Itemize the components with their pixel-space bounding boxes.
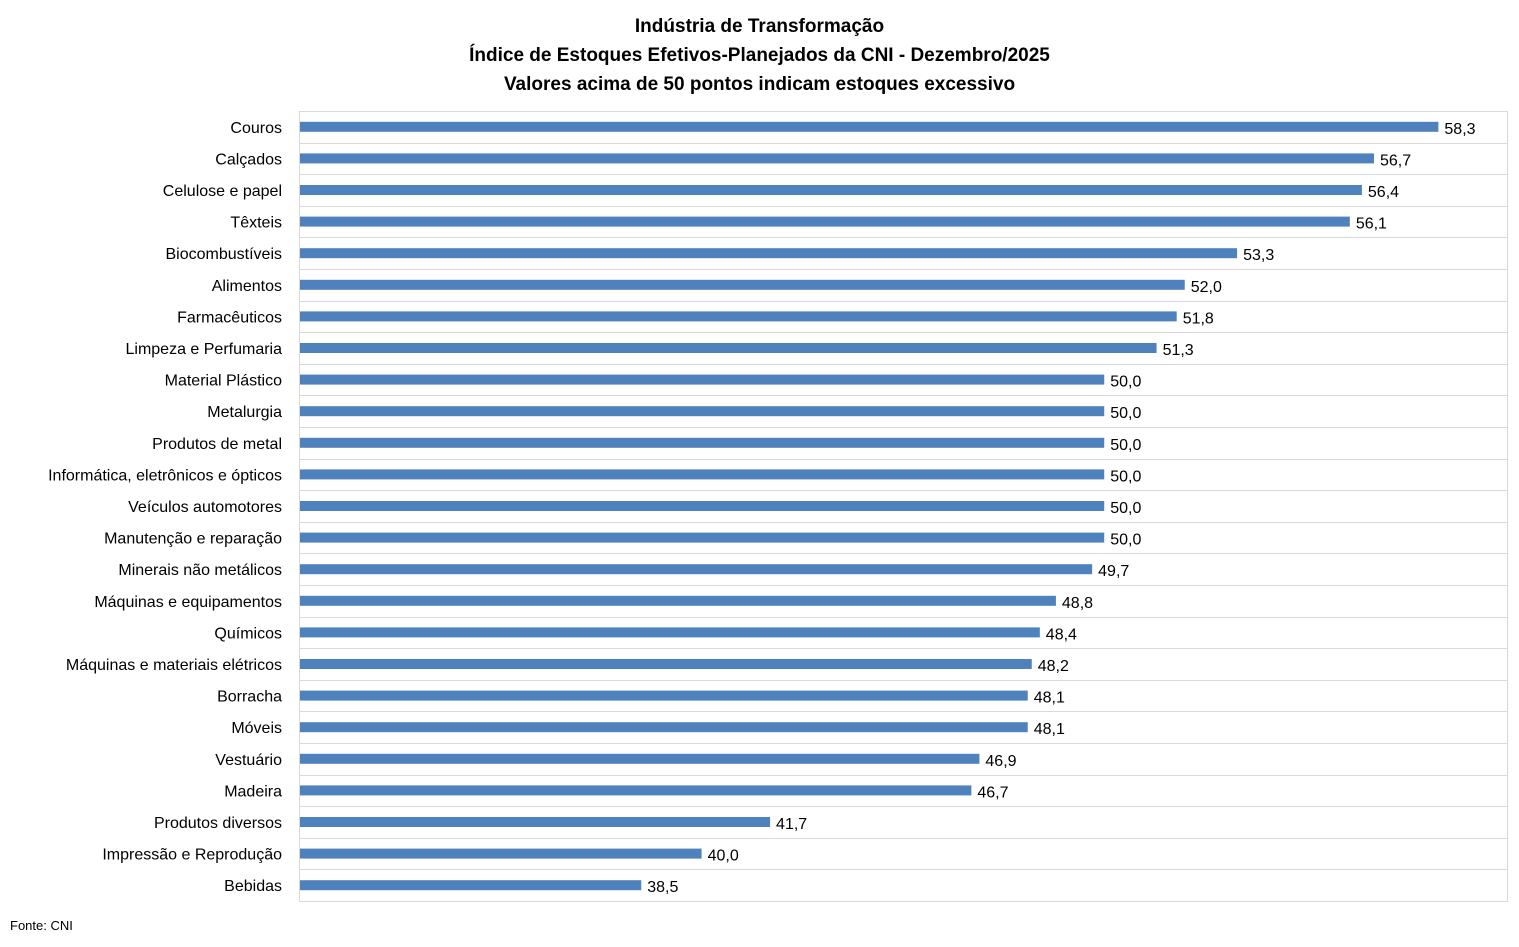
chart-title-line-3: Valores acima de 50 pontos indicam estoq… — [503, 74, 1016, 95]
category-label: Manutenção e reparação — [104, 531, 282, 548]
bar — [300, 343, 1157, 353]
category-label: Limpeza e Perfumaria — [125, 341, 282, 358]
category-label: Alimentos — [212, 278, 282, 295]
data-label: 48,1 — [1034, 721, 1065, 738]
data-label: 46,7 — [977, 784, 1008, 801]
bar — [300, 501, 1105, 511]
bar — [300, 279, 1185, 290]
bar — [300, 690, 1028, 701]
bar — [300, 153, 1374, 164]
data-label: 56,7 — [1380, 152, 1411, 169]
category-label: Madeira — [224, 783, 282, 800]
bar — [300, 374, 1105, 385]
category-label: Calçados — [215, 151, 282, 168]
category-label: Minerais não metálicos — [118, 562, 282, 579]
data-label: 51,3 — [1163, 342, 1194, 359]
data-label: 50,0 — [1110, 532, 1141, 549]
data-label: 56,4 — [1368, 184, 1399, 201]
category-label: Borracha — [217, 689, 282, 706]
category-label: Metalurgia — [207, 404, 282, 421]
data-label: 50,0 — [1110, 437, 1141, 454]
data-label: 56,1 — [1356, 216, 1387, 233]
data-label: 41,7 — [776, 816, 807, 833]
bar — [300, 848, 702, 859]
bar — [300, 248, 1238, 259]
category-label: Bebidas — [224, 878, 282, 895]
bar — [300, 753, 980, 764]
data-label: 50,0 — [1110, 500, 1141, 517]
bar — [300, 564, 1093, 575]
category-label: Máquinas e materiais elétricos — [66, 657, 282, 674]
bar — [300, 216, 1350, 227]
category-label: Máquinas e equipamentos — [94, 594, 282, 611]
data-label: 48,4 — [1046, 626, 1077, 643]
category-label: Informática, eletrônicos e ópticos — [48, 467, 282, 484]
chart-title-line-1: Indústria de Transformação — [634, 16, 885, 37]
data-label: 48,8 — [1062, 595, 1093, 612]
bar — [300, 437, 1105, 448]
source-note: Fonte: CNI — [10, 918, 73, 933]
data-label: 48,2 — [1038, 658, 1069, 675]
bar — [300, 595, 1056, 606]
bar — [300, 311, 1177, 322]
data-label: 58,3 — [1444, 121, 1475, 138]
bar — [300, 627, 1040, 638]
category-label: Vestuário — [215, 752, 282, 769]
category-label: Couros — [230, 120, 282, 137]
category-label: Veículos automotores — [128, 499, 282, 516]
bar — [300, 880, 642, 891]
category-label: Químicos — [214, 625, 282, 642]
data-label: 49,7 — [1098, 563, 1129, 580]
data-label: 46,9 — [985, 753, 1016, 770]
bar — [300, 406, 1105, 417]
data-label: 38,5 — [647, 879, 678, 896]
bar — [300, 817, 771, 827]
category-label: Celulose e papel — [163, 183, 282, 200]
bar — [300, 722, 1028, 733]
category-label: Biocombustíveis — [166, 246, 283, 263]
category-label: Móveis — [231, 720, 282, 737]
category-label: Têxteis — [230, 215, 282, 232]
data-label: 40,0 — [708, 848, 739, 865]
chart-title: Indústria de Transformação Índice de Est… — [0, 12, 1519, 99]
bar — [300, 121, 1439, 132]
bar — [300, 185, 1362, 195]
data-label: 53,3 — [1243, 247, 1274, 264]
data-label: 50,0 — [1110, 468, 1141, 485]
chart-title-line-2: Índice de Estoques Efetivos-Planejados d… — [469, 45, 1050, 66]
bar — [300, 532, 1105, 543]
data-label: 51,8 — [1183, 310, 1214, 327]
bar — [300, 659, 1032, 669]
category-label: Farmacêuticos — [177, 309, 282, 326]
bar — [300, 785, 972, 796]
category-label: Produtos de metal — [152, 436, 282, 453]
data-label: 50,0 — [1110, 405, 1141, 422]
data-label: 52,0 — [1191, 279, 1222, 296]
category-label: Impressão e Reprodução — [102, 847, 282, 864]
data-label: 48,1 — [1034, 690, 1065, 707]
category-label: Produtos diversos — [154, 815, 282, 832]
data-label: 50,0 — [1110, 374, 1141, 391]
bar — [300, 469, 1105, 480]
category-label: Material Plástico — [165, 373, 282, 390]
